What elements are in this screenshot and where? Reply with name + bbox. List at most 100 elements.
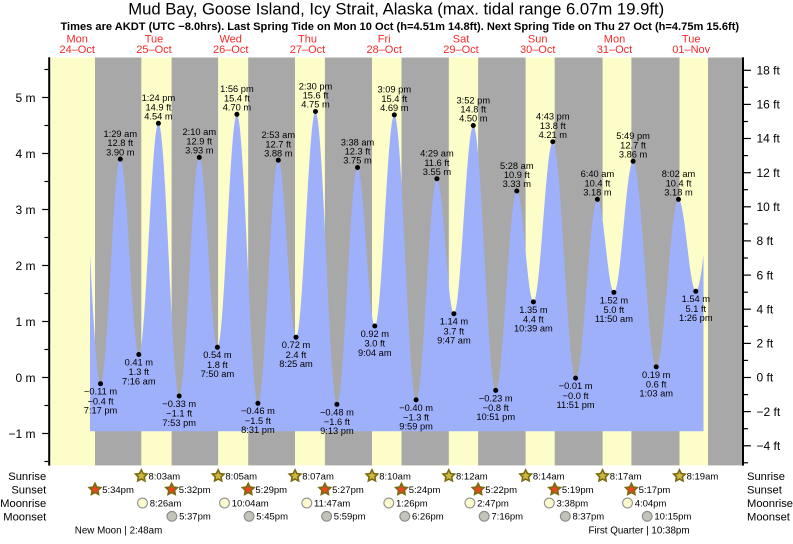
svg-text:14.9 ft: 14.9 ft	[145, 102, 171, 112]
svg-text:0.72 m: 0.72 m	[282, 340, 311, 350]
svg-text:1:24 pm: 1:24 pm	[142, 93, 176, 103]
svg-text:−1.6 ft: −1.6 ft	[324, 417, 351, 427]
svg-text:3.86 m: 3.86 m	[619, 150, 648, 160]
svg-text:2:47pm: 2:47pm	[477, 498, 509, 509]
svg-text:Times are AKDT (UTC −8.0hrs).: Times are AKDT (UTC −8.0hrs). Last Sprin…	[60, 21, 739, 33]
svg-text:12.9 ft: 12.9 ft	[186, 137, 212, 147]
svg-text:8:10am: 8:10am	[379, 471, 411, 482]
svg-text:Sunset: Sunset	[11, 485, 47, 497]
svg-text:9:04 am: 9:04 am	[358, 348, 392, 358]
svg-text:−0.40 m: −0.40 m	[399, 403, 433, 413]
svg-text:12.7 ft: 12.7 ft	[620, 140, 646, 150]
svg-text:7:16pm: 7:16pm	[491, 512, 523, 523]
svg-text:24–Oct: 24–Oct	[59, 44, 94, 56]
svg-text:8:17am: 8:17am	[610, 471, 642, 482]
svg-text:10.9 ft: 10.9 ft	[504, 170, 530, 180]
svg-text:−1.1 ft: −1.1 ft	[166, 409, 193, 419]
svg-text:8:26am: 8:26am	[150, 498, 182, 509]
svg-text:1:56 pm: 1:56 pm	[220, 84, 254, 94]
svg-text:3.88 m: 3.88 m	[264, 148, 293, 158]
svg-text:1:29 am: 1:29 am	[104, 129, 138, 139]
svg-text:7:53 pm: 7:53 pm	[162, 418, 196, 428]
svg-text:1.3 ft: 1.3 ft	[128, 367, 149, 377]
svg-text:8 ft: 8 ft	[757, 234, 774, 248]
svg-text:−0.48 m: −0.48 m	[320, 407, 354, 417]
svg-text:Moonset: Moonset	[3, 512, 47, 524]
svg-text:18 ft: 18 ft	[757, 64, 781, 78]
svg-text:6 ft: 6 ft	[757, 268, 774, 282]
svg-text:12 ft: 12 ft	[757, 166, 781, 180]
svg-text:8:19am: 8:19am	[687, 471, 719, 482]
svg-text:4 m: 4 m	[15, 147, 35, 161]
svg-text:9:13 pm: 9:13 pm	[320, 426, 354, 436]
svg-text:3.55 m: 3.55 m	[423, 167, 452, 177]
svg-text:8:12am: 8:12am	[456, 471, 488, 482]
svg-text:Mon: Mon	[604, 33, 625, 45]
svg-text:−0.0 ft: −0.0 ft	[563, 391, 590, 401]
svg-text:25–Oct: 25–Oct	[136, 44, 171, 56]
svg-text:1.35 m: 1.35 m	[519, 305, 548, 315]
svg-text:4.50 m: 4.50 m	[459, 114, 488, 124]
svg-text:−0.33 m: −0.33 m	[162, 399, 196, 409]
svg-text:12.3 ft: 12.3 ft	[345, 147, 371, 157]
svg-text:0 m: 0 m	[15, 371, 35, 385]
svg-text:Sun: Sun	[528, 33, 548, 45]
svg-text:1 m: 1 m	[15, 315, 35, 329]
svg-text:5:27pm: 5:27pm	[332, 485, 364, 496]
svg-text:5:34pm: 5:34pm	[102, 485, 134, 496]
svg-text:−0.01 m: −0.01 m	[559, 381, 593, 391]
svg-text:−2 ft: −2 ft	[757, 405, 781, 419]
svg-text:4.54 m: 4.54 m	[144, 112, 173, 122]
svg-text:0 ft: 0 ft	[757, 371, 774, 385]
svg-text:9:59 pm: 9:59 pm	[399, 422, 433, 432]
svg-text:3.18 m: 3.18 m	[583, 188, 612, 198]
svg-text:0.92 m: 0.92 m	[361, 329, 390, 339]
svg-text:2 m: 2 m	[15, 259, 35, 273]
svg-text:14 ft: 14 ft	[757, 132, 781, 146]
svg-text:4:04pm: 4:04pm	[635, 498, 667, 509]
svg-text:31–Oct: 31–Oct	[597, 44, 632, 56]
svg-text:3:52 pm: 3:52 pm	[457, 95, 491, 105]
svg-text:29–Oct: 29–Oct	[443, 44, 478, 56]
svg-text:10.4 ft: 10.4 ft	[584, 179, 610, 189]
svg-text:3:38pm: 3:38pm	[557, 498, 589, 509]
svg-text:Sat: Sat	[453, 33, 470, 45]
svg-text:1.8 ft: 1.8 ft	[207, 360, 228, 370]
svg-text:5.1 ft: 5.1 ft	[685, 304, 706, 314]
svg-text:5:24pm: 5:24pm	[409, 485, 441, 496]
svg-text:01–Nov: 01–Nov	[672, 44, 710, 56]
svg-text:4.21 m: 4.21 m	[539, 130, 568, 140]
svg-text:Moonrise: Moonrise	[0, 498, 46, 510]
svg-text:1.54 m: 1.54 m	[682, 294, 711, 304]
svg-text:3:09 pm: 3:09 pm	[378, 85, 412, 95]
svg-text:2 ft: 2 ft	[757, 337, 774, 351]
svg-text:6:40 am: 6:40 am	[581, 169, 615, 179]
svg-text:5:17pm: 5:17pm	[639, 485, 671, 496]
svg-text:0.6 ft: 0.6 ft	[646, 380, 667, 390]
svg-text:11.6 ft: 11.6 ft	[424, 158, 450, 168]
svg-text:Tue: Tue	[682, 33, 701, 45]
svg-text:5:45pm: 5:45pm	[256, 512, 288, 523]
svg-text:−4 ft: −4 ft	[757, 439, 781, 453]
svg-text:First Quarter | 10:38pm: First Quarter | 10:38pm	[588, 526, 689, 537]
svg-text:New Moon | 2:48am: New Moon | 2:48am	[75, 526, 163, 537]
svg-text:Sunset: Sunset	[747, 485, 783, 497]
svg-text:3.75 m: 3.75 m	[343, 156, 372, 166]
svg-text:8:03am: 8:03am	[149, 471, 181, 482]
svg-text:2:53 am: 2:53 am	[262, 130, 296, 140]
svg-text:3.7 ft: 3.7 ft	[444, 326, 465, 336]
svg-text:8:31 pm: 8:31 pm	[241, 425, 275, 435]
svg-text:5:49 pm: 5:49 pm	[616, 131, 650, 141]
svg-text:4.4 ft: 4.4 ft	[523, 315, 544, 325]
svg-text:13.8 ft: 13.8 ft	[540, 121, 566, 131]
svg-text:10:15pm: 10:15pm	[654, 512, 691, 523]
svg-text:3.18 m: 3.18 m	[664, 188, 693, 198]
svg-text:4.69 m: 4.69 m	[380, 103, 409, 113]
svg-text:10:04am: 10:04am	[232, 498, 269, 509]
svg-text:0.54 m: 0.54 m	[203, 350, 232, 360]
svg-text:Tue: Tue	[145, 33, 164, 45]
svg-text:15.4 ft: 15.4 ft	[224, 93, 250, 103]
svg-text:3.93 m: 3.93 m	[185, 146, 214, 156]
svg-text:12.8 ft: 12.8 ft	[107, 138, 133, 148]
svg-text:−1 m: −1 m	[8, 427, 35, 441]
